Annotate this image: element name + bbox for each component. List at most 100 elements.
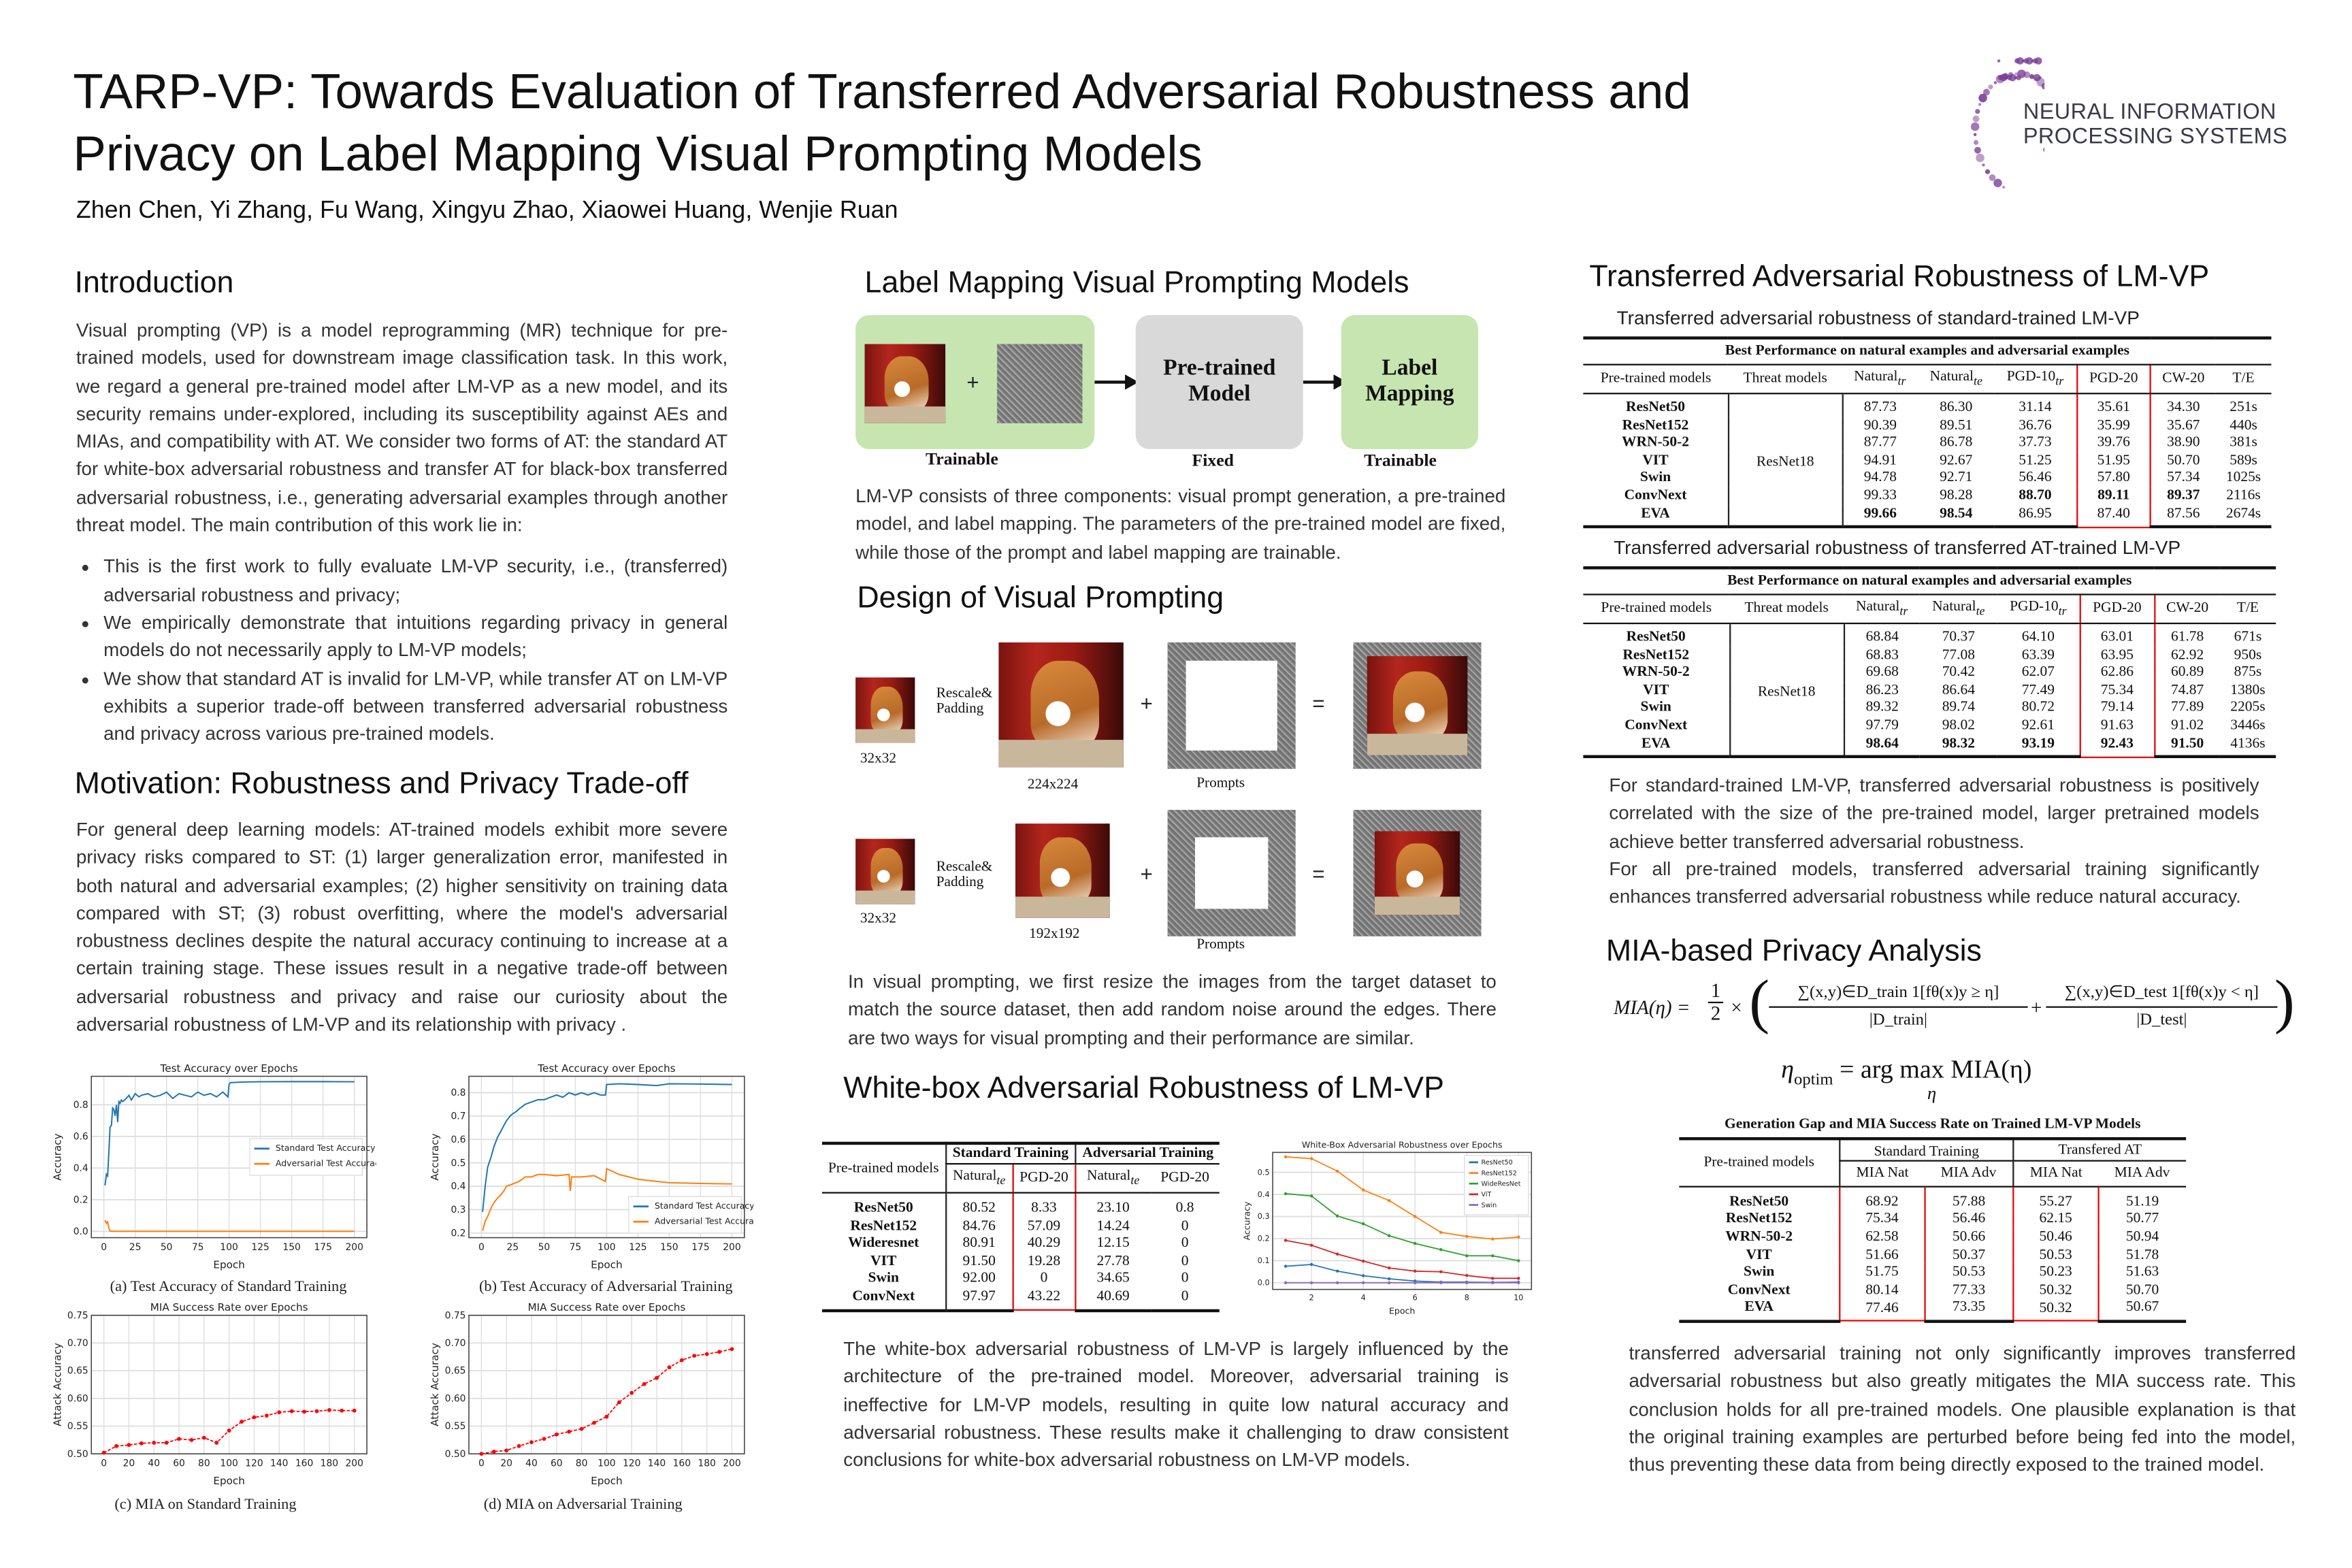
col-header: PGD-10tr <box>1994 363 2077 395</box>
plus-sign: + <box>966 370 979 395</box>
x-tick-label: 125 <box>251 1242 269 1253</box>
data-point <box>1413 1241 1417 1245</box>
table-row: EVA 99.66 98.54 86.95 87.40 87.56 2674s <box>1583 504 2272 529</box>
x-tick-label: 200 <box>723 1242 740 1253</box>
prompt-frame <box>1167 810 1296 936</box>
logo-dot <box>1978 103 1982 106</box>
y-tick-label: 0.3 <box>451 1205 466 1215</box>
data-point <box>1387 1277 1391 1281</box>
model-name: ResNet152 <box>1622 416 1689 434</box>
size-label: 32x32 <box>860 752 896 768</box>
x-tick-label: 6 <box>1413 1293 1418 1302</box>
table-cell: 51.19 <box>2125 1193 2159 1210</box>
chart-test-accuracy-standard: Test Accuracy over Epochs 0 25 50 75 100 125 15… <box>51 1062 376 1271</box>
table-cell: 51.25 <box>2019 452 2052 469</box>
motivation-text: For general deep learning models: AT-tra… <box>76 819 728 1036</box>
table-cell: 62.07 <box>2021 664 2055 681</box>
table-cell: 57.09 <box>1011 1217 1077 1235</box>
table-cell: 50.66 <box>1952 1228 1986 1245</box>
table-caption: Best Performance on natural examples and… <box>1583 568 2276 595</box>
table-cell: 86.30 <box>1940 399 1973 416</box>
logo-dot <box>1974 146 1981 154</box>
table-cell: 36.76 <box>2019 416 2052 434</box>
x-tick-label: 160 <box>295 1458 313 1469</box>
equals-sign: = <box>1312 862 1325 886</box>
col-header: Naturalte <box>1918 363 1995 395</box>
table-cell: 50.37 <box>1952 1246 1986 1263</box>
data-point <box>655 1375 659 1380</box>
mia-heading: MIA-based Privacy Analysis <box>1605 934 1982 968</box>
chart-mia-adversarial: MIA Success Rate over Epochs 0 20 40 60 80 100… <box>429 1301 745 1487</box>
data-point <box>214 1441 219 1445</box>
table-cell: 37.73 <box>2019 434 2052 451</box>
table-cell: 251s <box>2230 399 2257 416</box>
data-point <box>1413 1281 1417 1285</box>
logo-dot <box>2032 58 2038 64</box>
table-row: VIT 86.23 86.64 77.49 75.34 74.87 1380s <box>1583 681 2276 700</box>
col-header: CW-20 <box>2150 363 2216 395</box>
data-point <box>1413 1269 1417 1273</box>
table-cell: 23.10 <box>1075 1192 1151 1218</box>
table-cell: 875s <box>2234 664 2262 681</box>
visual-prompt-box: + <box>855 315 1095 449</box>
model-name: EVA <box>1583 734 1730 759</box>
table-cell: 40.29 <box>1011 1235 1077 1253</box>
table-cell: 91.02 <box>2170 717 2204 734</box>
legend-label: ResNet50 <box>1482 1159 1513 1166</box>
series-line-wideresnet <box>1285 1193 1519 1262</box>
table-cell: 87.77 <box>1841 434 1918 453</box>
x-tick-label: 0 <box>478 1242 485 1253</box>
table-cell: 98.02 <box>1942 717 1975 734</box>
transferred-heading: Transferred Adversarial Robustness of LM… <box>1589 260 2210 294</box>
table-cell: 57.80 <box>2076 470 2152 487</box>
data-point <box>730 1347 734 1352</box>
table-cell: 63.01 <box>2079 623 2155 647</box>
model-name: ResNet152 <box>1725 1211 1793 1228</box>
logo-dot <box>2002 185 2006 189</box>
logo-dot <box>1982 163 1985 167</box>
prompted-image <box>1353 810 1482 936</box>
size-label: 224x224 <box>1027 778 1079 794</box>
legend-label: ResNet152 <box>1482 1170 1517 1177</box>
col-header: Naturaltr <box>1844 593 1921 625</box>
data-point <box>1309 1262 1313 1267</box>
prompted-image <box>1353 642 1482 769</box>
chart-title: Test Accuracy over Epochs <box>537 1062 675 1075</box>
plot-frame <box>91 1075 368 1239</box>
intro-heading: Introduction <box>74 266 234 300</box>
table-row: ResNet152 68.83 77.08 63.39 63.95 62.92 950s <box>1583 646 2276 664</box>
model-name: VIT <box>1643 681 1669 699</box>
table-row: WRN-50-2 62.58 50.66 50.46 50.94 <box>1679 1228 2186 1247</box>
data-point <box>1361 1259 1365 1263</box>
table-cell: 0.8 <box>1175 1199 1194 1217</box>
y-tick-label: 0.6 <box>451 1134 466 1145</box>
data-point <box>1284 1155 1288 1159</box>
table-cell: 50.53 <box>2012 1246 2100 1264</box>
col-header: Threat models <box>1729 593 1844 625</box>
x-tick-label: 0 <box>101 1242 107 1253</box>
table-cell: 51.63 <box>2125 1263 2159 1281</box>
data-point <box>1361 1281 1365 1285</box>
whitebox-heading: White-box Adversarial Robustness of LM-V… <box>843 1071 1444 1105</box>
y-tick-label: 0.6 <box>74 1131 88 1142</box>
poster-title: TARP-VP: Towards Evaluation of Transferr… <box>73 63 1691 182</box>
table-cell: 89.51 <box>1940 416 1973 434</box>
whitebox-table-wrap: Pre-trained models Standard Training Adv… <box>821 1142 1220 1312</box>
data-point <box>1361 1188 1365 1192</box>
data-point <box>667 1365 672 1370</box>
x-axis-label: Epoch <box>1389 1305 1415 1316</box>
table-cell: 51.75 <box>1839 1263 1925 1281</box>
rescale-label: Rescale& Padding <box>936 860 993 891</box>
logo-dot <box>2006 75 2012 80</box>
table-cell: 87.73 <box>1841 393 1918 417</box>
y-tick-label: 0.55 <box>67 1421 88 1432</box>
x-tick-label: 50 <box>538 1242 551 1253</box>
data-point <box>127 1443 131 1448</box>
x-tick-label: 50 <box>161 1242 173 1253</box>
formula-lhs: MIA(η) = <box>1614 995 1690 1019</box>
col-header: T/E <box>2219 593 2276 625</box>
col-header: Naturalte <box>1075 1163 1151 1194</box>
threat-model: ResNet18 <box>1727 393 1842 529</box>
table-cell: 55.27 <box>2012 1186 2100 1211</box>
data-point <box>327 1408 331 1412</box>
